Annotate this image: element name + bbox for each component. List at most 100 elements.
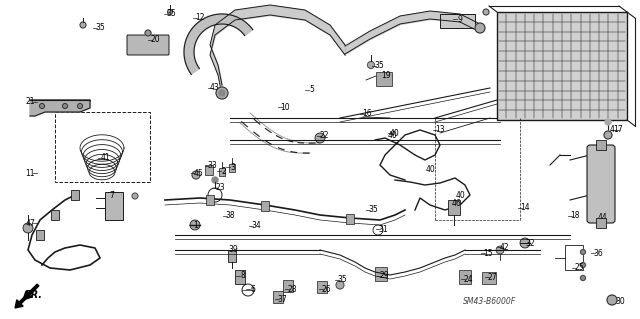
Bar: [105, 192, 123, 220]
Bar: [376, 72, 392, 86]
Circle shape: [496, 246, 504, 254]
Bar: [283, 280, 293, 292]
Text: 40: 40: [455, 190, 465, 199]
Bar: [206, 195, 214, 205]
Text: FR.: FR.: [25, 290, 43, 300]
Circle shape: [77, 103, 83, 108]
Bar: [440, 14, 475, 28]
Text: 10: 10: [280, 102, 290, 112]
Bar: [497, 12, 627, 120]
Text: 7: 7: [109, 191, 115, 201]
Circle shape: [23, 223, 33, 233]
Circle shape: [192, 171, 200, 179]
Bar: [228, 250, 236, 262]
Text: 45: 45: [193, 168, 203, 177]
Text: 17: 17: [613, 125, 623, 135]
Text: 4: 4: [609, 125, 614, 135]
Circle shape: [63, 103, 67, 108]
Bar: [55, 112, 150, 182]
Circle shape: [80, 22, 86, 28]
Text: 35: 35: [95, 24, 105, 33]
Bar: [565, 245, 583, 270]
Circle shape: [212, 177, 218, 183]
Text: 31: 31: [378, 225, 388, 234]
Text: 27: 27: [487, 272, 497, 281]
Circle shape: [520, 238, 530, 248]
Bar: [317, 281, 327, 293]
Text: 24: 24: [463, 275, 473, 284]
Circle shape: [190, 220, 200, 230]
Bar: [235, 270, 245, 284]
Text: SM43-B6000F: SM43-B6000F: [463, 298, 516, 307]
Text: 11: 11: [25, 168, 35, 177]
Text: 42: 42: [499, 242, 509, 251]
Text: 30: 30: [615, 296, 625, 306]
Text: 19: 19: [381, 71, 391, 80]
Circle shape: [168, 10, 173, 14]
Text: 32: 32: [525, 239, 535, 248]
Bar: [459, 270, 471, 284]
Text: 35: 35: [166, 10, 176, 19]
Text: 15: 15: [483, 249, 493, 257]
Text: 39: 39: [228, 246, 238, 255]
Circle shape: [40, 103, 45, 108]
Text: 9: 9: [458, 14, 463, 24]
Bar: [273, 291, 283, 303]
Text: 20: 20: [150, 35, 160, 44]
Text: 46: 46: [452, 198, 462, 207]
Text: 3: 3: [230, 162, 236, 172]
Text: 37: 37: [277, 294, 287, 303]
Text: 33: 33: [207, 161, 217, 170]
Text: 47: 47: [25, 219, 35, 227]
Circle shape: [580, 263, 586, 268]
Text: 14: 14: [520, 204, 530, 212]
Text: 41: 41: [100, 153, 110, 162]
Circle shape: [219, 90, 225, 96]
Bar: [482, 272, 496, 284]
Text: 29: 29: [379, 271, 389, 280]
Circle shape: [605, 119, 611, 125]
Text: 43: 43: [210, 84, 220, 93]
Text: 22: 22: [319, 131, 329, 140]
Circle shape: [367, 62, 374, 69]
Text: 28: 28: [287, 285, 297, 293]
Text: 25: 25: [574, 263, 584, 272]
Text: 44: 44: [597, 213, 607, 222]
Bar: [596, 140, 606, 150]
Circle shape: [132, 193, 138, 199]
Text: 35: 35: [337, 276, 347, 285]
Bar: [71, 190, 79, 200]
Bar: [596, 218, 606, 228]
Circle shape: [336, 281, 344, 289]
Bar: [261, 201, 269, 211]
Circle shape: [216, 87, 228, 99]
Text: 6: 6: [251, 285, 255, 293]
Text: 12: 12: [195, 13, 205, 23]
Text: 34: 34: [251, 221, 261, 231]
Text: 40: 40: [425, 166, 435, 174]
Bar: [219, 168, 225, 176]
Text: 35: 35: [368, 205, 378, 214]
Circle shape: [604, 131, 612, 139]
Circle shape: [580, 249, 586, 255]
FancyBboxPatch shape: [587, 145, 615, 223]
Text: 18: 18: [570, 211, 580, 220]
Text: 23: 23: [215, 183, 225, 192]
Bar: [346, 214, 354, 224]
Text: 16: 16: [362, 109, 372, 118]
Text: 2: 2: [221, 167, 227, 175]
FancyArrow shape: [15, 284, 39, 308]
Text: 8: 8: [241, 271, 245, 280]
Bar: [375, 267, 387, 281]
Text: 35: 35: [374, 62, 384, 70]
Bar: [51, 210, 59, 220]
Circle shape: [475, 23, 485, 33]
Bar: [205, 165, 213, 175]
Text: 5: 5: [310, 85, 314, 94]
Text: 26: 26: [321, 285, 331, 293]
Text: 13: 13: [435, 125, 445, 135]
Circle shape: [315, 133, 325, 143]
Polygon shape: [184, 14, 253, 74]
Circle shape: [580, 276, 586, 280]
Text: 1: 1: [194, 220, 198, 229]
